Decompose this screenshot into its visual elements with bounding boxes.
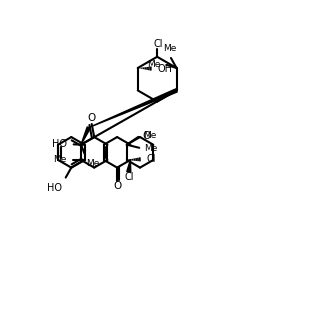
Text: Cl: Cl bbox=[147, 154, 156, 164]
Text: Me: Me bbox=[87, 159, 100, 168]
Text: O: O bbox=[113, 181, 121, 191]
Text: Cl: Cl bbox=[124, 172, 133, 182]
Text: Me: Me bbox=[148, 60, 161, 69]
Text: HO: HO bbox=[47, 182, 62, 192]
Text: O: O bbox=[87, 113, 96, 123]
Text: Me: Me bbox=[144, 144, 157, 153]
Text: O: O bbox=[143, 131, 151, 140]
Polygon shape bbox=[81, 127, 90, 145]
Text: HO: HO bbox=[52, 139, 68, 149]
Text: Me: Me bbox=[163, 44, 176, 53]
Polygon shape bbox=[89, 89, 177, 127]
Text: Cl: Cl bbox=[153, 39, 163, 49]
Text: Me: Me bbox=[53, 155, 67, 165]
Text: Me: Me bbox=[143, 131, 157, 140]
Polygon shape bbox=[127, 160, 131, 172]
Text: OH: OH bbox=[158, 64, 173, 73]
